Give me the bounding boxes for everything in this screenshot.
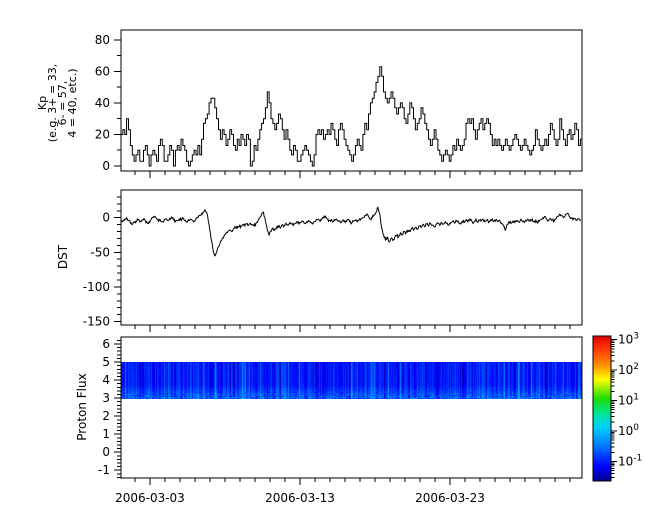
proton_flux-ylabel: Proton Flux bbox=[75, 373, 89, 440]
x-date-label: 2006-03-13 bbox=[265, 491, 335, 505]
proton_flux-ytick-label: 6 bbox=[102, 337, 110, 351]
proton_flux-ytick-label: -1 bbox=[98, 463, 110, 477]
dst-series bbox=[120, 206, 581, 257]
svg-text:Proton Flux: Proton Flux bbox=[75, 373, 89, 440]
dst-x-ticks bbox=[134, 325, 571, 332]
proton_flux-ytick-label: 2 bbox=[102, 409, 110, 423]
kp-ytick-label: 40 bbox=[95, 96, 110, 110]
proton_flux-ytick-label: 4 bbox=[102, 373, 110, 387]
kp-ytick-label: 80 bbox=[95, 33, 110, 47]
dst-ytick-label: -50 bbox=[90, 245, 110, 259]
dst-y-axis: 0 -50 -100 -150 bbox=[83, 196, 121, 329]
dst-ytick-label: -100 bbox=[83, 280, 110, 294]
colorbar-gradient bbox=[593, 336, 611, 481]
proton_flux-ytick-label: 1 bbox=[102, 427, 110, 441]
kp-ytick-label: 0 bbox=[102, 159, 110, 173]
kp-ylabel: Kp(e.g. 3+ = 33,6- = 57,4 = 40, etc.) bbox=[36, 64, 79, 142]
dst-panel bbox=[120, 189, 583, 326]
proton_flux-ytick-label: 3 bbox=[102, 391, 110, 405]
colorbar-frame bbox=[592, 335, 612, 482]
colorbar-tick-label: 10-1 bbox=[618, 454, 642, 469]
proton_flux-x-ticks bbox=[134, 478, 571, 485]
kp-y-axis: 0 20 40 60 80 bbox=[95, 33, 121, 173]
kp-series-group bbox=[121, 66, 583, 167]
kp-panel bbox=[120, 29, 583, 172]
proton_flux-ytick-label: 5 bbox=[102, 355, 110, 369]
colorbar-tick-label: 101 bbox=[618, 393, 639, 408]
svg-text:Kp(e.g. 3+ = 33,6- = 57,4 = 40: Kp(e.g. 3+ = 33,6- = 57,4 = 40, etc.) bbox=[36, 64, 79, 142]
x-date-label: 2006-03-23 bbox=[415, 491, 485, 505]
kp-frame bbox=[120, 29, 583, 172]
colorbar-tick-label: 100 bbox=[618, 423, 639, 438]
kp-ytick-label: 60 bbox=[95, 64, 110, 78]
proton_flux-panel bbox=[120, 336, 583, 479]
proton_flux-y-axis: -1 0 1 2 3 4 5 6 bbox=[98, 337, 121, 478]
colorbar-tick-label: 103 bbox=[618, 332, 639, 347]
kp-ytick-label: 20 bbox=[95, 127, 110, 141]
kp-series bbox=[121, 66, 583, 167]
x-tick-labels: 2006-03-03 2006-03-13 2006-03-23 bbox=[115, 491, 485, 505]
dst-ytick-label: -150 bbox=[83, 315, 110, 329]
dst-ylabel: DST bbox=[56, 244, 70, 269]
colorbar: 103 102 101 100 10-1 bbox=[592, 332, 642, 482]
proton_flux-ytick-label: 0 bbox=[102, 445, 110, 459]
colorbar-tick-label: 102 bbox=[618, 362, 639, 377]
kp-x-ticks bbox=[134, 171, 571, 178]
x-date-label: 2006-03-03 bbox=[115, 491, 185, 505]
svg-text:DST: DST bbox=[56, 244, 70, 269]
dst-series-group bbox=[120, 206, 581, 257]
proton-flux-heatmap bbox=[121, 362, 582, 399]
proton_flux-frame bbox=[120, 336, 583, 479]
dst-ytick-label: 0 bbox=[102, 211, 110, 225]
dst-frame bbox=[120, 189, 583, 326]
